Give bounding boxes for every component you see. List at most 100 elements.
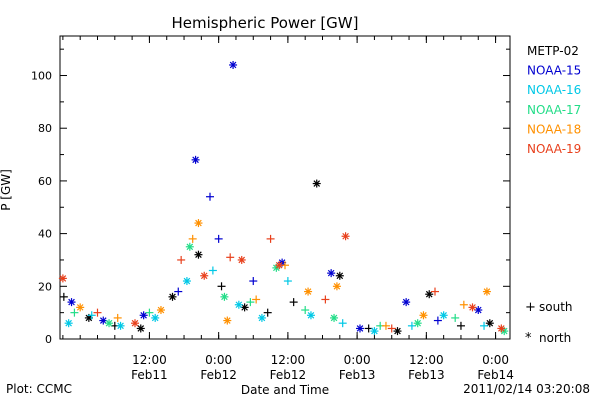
series-legend: METP-02 NOAA-15 NOAA-16 NOAA-17 NOAA-18 NOAA-… [527,44,581,156]
legend-entry: NOAA-16 [527,83,581,97]
data-point-north [439,311,448,320]
data-point-south [249,277,258,286]
y-tick-label: 100 [31,70,52,83]
data-point-south [252,295,261,304]
data-point-north [332,282,341,291]
data-points [58,60,509,336]
data-point-south [433,316,442,325]
data-point-north [482,287,491,296]
data-point-north [275,261,284,270]
data-point-south [59,292,68,301]
data-point-north [306,311,315,320]
data-point-north [185,242,194,251]
data-point-south [177,255,186,264]
data-point-south [321,295,330,304]
legend-entry: NOAA-18 [527,122,581,136]
data-point-south [208,266,217,275]
data-point-south [289,298,298,307]
x-axis: 12:00Feb110:00Feb1212:00Feb120:00Feb1312… [62,36,514,382]
x-tick-label-time: 12:00 [271,353,306,367]
legend-entry: NOAA-19 [527,142,581,156]
x-tick-label-date: Feb13 [408,368,445,382]
y-axis: 0 20 40 60 80 100 [31,48,510,346]
marker-symbol: * [525,331,532,346]
x-tick-label-date: Feb12 [200,368,237,382]
y-tick-label: 40 [38,228,52,241]
x-axis-label: Date and Time [241,383,329,397]
marker-label: south [539,300,573,314]
data-point-north [136,324,145,333]
data-point-north [151,313,160,322]
data-point-north [402,298,411,307]
data-point-south [459,300,468,309]
data-point-north [312,179,321,188]
marker-label: north [539,331,571,345]
data-point-south [113,313,122,322]
data-point-north [194,250,203,259]
timestamp: 2011/02/14 03:20:08 [463,382,590,396]
x-tick-label-time: 0:00 [344,353,371,367]
data-point-south [93,308,102,317]
x-tick-label-date: Feb13 [339,368,376,382]
data-point-north [116,321,125,330]
data-point-north [76,303,85,312]
data-point-north [485,319,494,328]
data-point-north [257,313,266,322]
data-point-north [370,327,379,336]
x-tick-label-date: Feb12 [270,368,307,382]
data-point-south [206,192,214,201]
data-point-north [220,292,229,301]
data-point-north [419,311,428,320]
y-tick-label: 20 [38,280,52,293]
data-point-south [70,308,79,317]
x-tick-label-date: Feb14 [477,368,514,382]
data-point-south [387,324,396,333]
x-tick-label-time: 12:00 [132,353,167,367]
y-tick-label: 0 [45,333,52,346]
marker-symbol: + [525,300,536,315]
data-point-north [413,319,422,328]
data-point-north [182,277,191,286]
data-point-south [266,234,275,243]
legend-entry: METP-02 [527,44,579,58]
data-point-north [234,300,243,309]
data-point-north [393,327,402,336]
data-point-south [338,319,347,328]
data-point-north [468,303,477,312]
legend-entry: NOAA-15 [527,64,581,78]
data-point-north [356,324,364,333]
data-point-south [246,298,255,307]
x-tick-label-time: 12:00 [409,353,444,367]
data-point-south [480,321,489,330]
data-point-north [58,274,67,283]
plot-credit: Plot: CCMC [6,382,72,396]
y-axis-label: P [GW] [0,169,13,211]
data-point-south [381,321,390,330]
data-point-north [497,324,506,333]
data-point-south [263,308,272,317]
data-point-south [301,306,310,315]
data-point-south [217,282,226,291]
plot-frame [59,35,511,340]
data-point-north [237,255,246,264]
y-tick-label: 60 [38,175,52,188]
marker-legend: + south * north [525,300,573,346]
data-point-south [145,308,154,317]
data-point-south [214,234,223,243]
data-point-south [174,287,183,296]
data-point-north [131,319,139,328]
data-point-north [341,232,350,241]
data-point-north [168,292,177,301]
chart-title: Hemispheric Power [GW] [172,14,359,32]
data-point-north [191,155,200,164]
data-point-north [139,311,148,320]
data-point-south [283,277,292,286]
data-point-south [188,234,197,243]
data-point-north [194,219,203,228]
data-point-north [229,60,238,69]
data-point-south [226,253,235,262]
data-point-north [330,313,339,322]
data-point-north [64,319,73,328]
data-point-north [425,290,434,299]
